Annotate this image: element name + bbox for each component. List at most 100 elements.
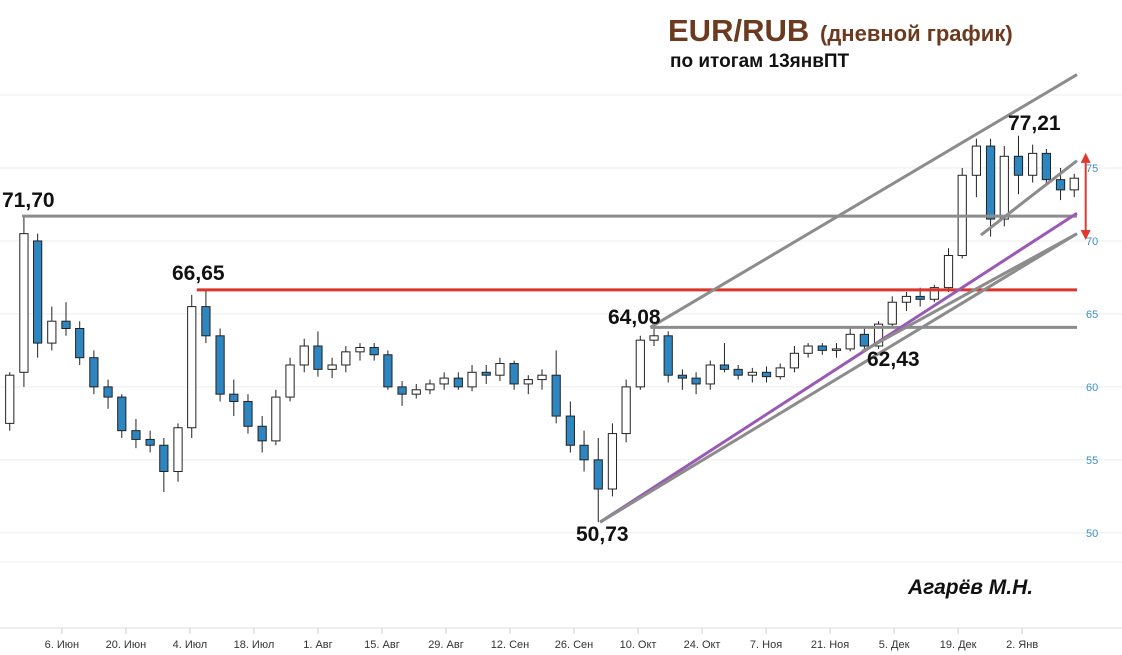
candle-body xyxy=(341,351,351,366)
candle-body xyxy=(621,386,631,435)
candle-body xyxy=(1055,179,1066,191)
y-tick-label: 65 xyxy=(1086,309,1098,321)
candle-body xyxy=(901,295,912,303)
candle-body xyxy=(229,393,239,402)
x-tick-label: 10. Окт xyxy=(620,639,657,651)
candle-body xyxy=(397,386,407,395)
author: Агарёв М.Н. xyxy=(907,576,1033,599)
candle-body xyxy=(971,145,982,176)
candle-body xyxy=(691,377,701,385)
candle-body xyxy=(215,335,225,395)
x-tick-label: 6. Июн xyxy=(45,639,79,651)
candle-body xyxy=(243,400,253,427)
candle-body xyxy=(1013,155,1024,176)
candle-body xyxy=(439,377,449,385)
price-annotation: 64,08 xyxy=(608,306,661,329)
candle-body xyxy=(131,430,141,440)
candle-body xyxy=(537,374,547,381)
candle-body xyxy=(299,345,309,366)
candle-body xyxy=(817,345,827,351)
candle-body xyxy=(761,371,772,378)
candle-body xyxy=(509,363,519,385)
candle-body xyxy=(985,145,996,220)
x-tick-label: 21. Ноя xyxy=(811,639,849,651)
x-tick-label: 29. Авг xyxy=(428,639,464,651)
candle-body xyxy=(19,233,29,373)
x-tick-label: 1. Авг xyxy=(303,639,332,651)
x-tick-label: 18. Июл xyxy=(234,639,275,651)
title-note: (дневной график) xyxy=(820,21,1013,46)
candle-body xyxy=(663,335,673,376)
x-tick-label: 2. Янв xyxy=(1006,639,1038,651)
candle-body xyxy=(159,444,169,473)
price-annotation: 50,73 xyxy=(576,523,629,546)
y-tick-label: 55 xyxy=(1086,455,1098,467)
candle-body xyxy=(369,346,379,356)
candle-body xyxy=(747,371,757,376)
candle-body xyxy=(915,295,925,300)
candle-body xyxy=(1028,152,1038,176)
candle-body xyxy=(383,354,393,388)
candle-body xyxy=(201,306,211,337)
x-tick-label: 19. Дек xyxy=(940,639,977,651)
price-annotation: 77,21 xyxy=(1008,112,1061,135)
candle-body xyxy=(789,352,800,369)
candle-body xyxy=(467,371,477,388)
trend-line xyxy=(599,211,1078,524)
chart-title: EUR/RUB xyxy=(668,13,809,48)
candle-body xyxy=(495,363,505,376)
y-tick-label: 60 xyxy=(1086,382,1098,394)
candle-body xyxy=(453,377,463,388)
candle-body xyxy=(649,335,659,341)
trend-line xyxy=(861,232,1078,353)
candle-body xyxy=(999,155,1009,220)
trend-line xyxy=(980,159,1078,237)
y-tick-label: 50 xyxy=(1086,528,1098,540)
candle-body xyxy=(565,415,575,446)
candle-body xyxy=(411,389,421,395)
y-tick-label: 75 xyxy=(1086,163,1098,175)
price-annotation: 62,43 xyxy=(867,348,920,371)
candle-body xyxy=(257,425,267,442)
price-annotation: 66,65 xyxy=(172,262,225,285)
x-tick-label: 4. Июл xyxy=(173,639,208,651)
candle-body xyxy=(635,339,645,388)
x-tick-label: 26. Сен xyxy=(555,639,593,651)
candle-body xyxy=(425,383,435,391)
candle-body xyxy=(47,320,57,344)
candle-body xyxy=(523,379,533,385)
x-tick-label: 7. Ноя xyxy=(750,639,782,651)
x-tick-label: 12. Сен xyxy=(491,639,529,651)
candle-body xyxy=(103,386,113,398)
candle-body xyxy=(845,333,855,350)
candle-body xyxy=(33,240,43,344)
candle-body xyxy=(271,396,281,442)
candle-body xyxy=(1069,177,1079,191)
candle-body xyxy=(719,364,730,370)
candle-body xyxy=(355,346,365,353)
candle-body xyxy=(775,367,785,378)
candle-body xyxy=(5,374,15,424)
candle-body xyxy=(75,328,85,359)
y-tick-label: 70 xyxy=(1086,236,1098,248)
candle-body xyxy=(873,323,884,347)
candle-body xyxy=(145,438,155,446)
price-annotation: 71,70 xyxy=(2,189,55,212)
candle-body xyxy=(607,433,618,490)
candle-body xyxy=(1041,152,1051,181)
candle-body xyxy=(593,459,603,490)
candle-body xyxy=(929,287,939,300)
candle-body xyxy=(859,333,869,347)
trend-line xyxy=(599,232,1078,524)
candle-body xyxy=(831,348,842,351)
chart-subtitle: по итогам 13янвПТ xyxy=(670,51,850,72)
candle-body xyxy=(117,396,127,432)
candle-body xyxy=(187,306,197,429)
candle-body xyxy=(677,374,687,379)
x-tick-label: 5. Дек xyxy=(879,639,910,651)
x-tick-label: 15. Авг xyxy=(364,639,400,651)
candle-body xyxy=(89,357,99,388)
x-tick-label: 24. Окт xyxy=(684,639,721,651)
candle-body xyxy=(61,320,71,329)
